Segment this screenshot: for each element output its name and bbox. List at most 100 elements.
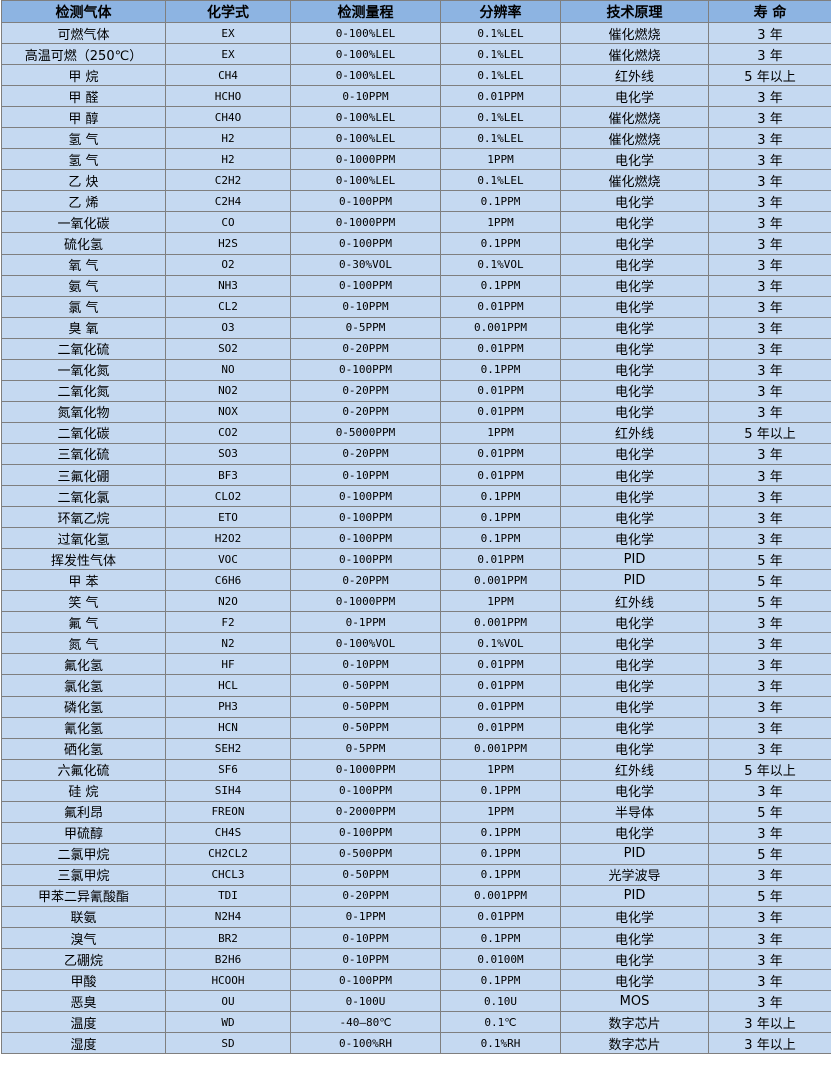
cell-range: 0-20PPM bbox=[290, 884, 441, 907]
cell-gas-name: 六氟化硫 bbox=[1, 758, 166, 781]
cell-range: 0-10PPM bbox=[290, 948, 441, 971]
cell-resolution: 0.01PPM bbox=[440, 905, 561, 929]
table-row: 甲酸 HCOOH 0-100PPM 0.1PPM 电化学 3 年 bbox=[1, 969, 831, 992]
cell-range: 0-20PPM bbox=[290, 379, 441, 402]
cell-lifespan: 3 年 bbox=[708, 400, 831, 423]
cell-lifespan: 3 年 bbox=[708, 527, 831, 550]
cell-gas-name: 乙 炔 bbox=[1, 169, 166, 192]
cell-lifespan: 3 年 bbox=[708, 863, 831, 886]
table-row: 氰化氢 HCN 0-50PPM 0.01PPM 电化学 3 年 bbox=[1, 716, 831, 739]
header-row: 检测气体 化学式 检测量程 分辨率 技术原理寿 命 bbox=[1, 0, 831, 23]
cell-principle: PID bbox=[560, 569, 709, 592]
cell-formula: FREON bbox=[165, 800, 291, 823]
cell-principle: 催化燃烧 bbox=[560, 21, 709, 45]
cell-lifespan: 3 年 bbox=[708, 169, 831, 192]
cell-formula: HCN bbox=[165, 716, 291, 739]
cell-principle: 数字芯片 bbox=[560, 1011, 709, 1034]
table-row: 三氯甲烷 CHCL3 0-50PPM 0.1PPM 光学波导 3 年 bbox=[1, 863, 831, 886]
cell-principle: 电化学 bbox=[560, 695, 709, 718]
cell-resolution: 0.01PPM bbox=[440, 716, 561, 739]
cell-principle: PID bbox=[560, 548, 709, 571]
cell-resolution: 0.1PPM bbox=[440, 969, 561, 992]
cell-formula: F2 bbox=[165, 611, 291, 634]
cell-resolution: 0.01PPM bbox=[440, 695, 561, 718]
cell-principle: 电化学 bbox=[560, 337, 709, 360]
table-row: 二氧化碳 CO2 0-5000PPM 1PPM 红外线 5 年以上 bbox=[1, 421, 831, 444]
cell-formula: N2 bbox=[165, 632, 291, 655]
cell-range: 0-100PPM bbox=[290, 190, 441, 213]
table-row: 氯 气 CL2 0-10PPM 0.01PPM 电化学 3 年 bbox=[1, 295, 831, 318]
cell-gas-name: 温度 bbox=[1, 1011, 166, 1034]
cell-formula: N2H4 bbox=[165, 905, 291, 929]
cell-range: 0-1000PPM bbox=[290, 148, 441, 171]
cell-lifespan: 5 年以上 bbox=[708, 64, 831, 87]
cell-lifespan: 3 年 bbox=[708, 358, 831, 381]
table-row: 一氧化碳 CO 0-1000PPM 1PPM 电化学 3 年 bbox=[1, 211, 831, 234]
cell-formula: BF3 bbox=[165, 463, 291, 487]
cell-resolution: 0.01PPM bbox=[440, 674, 561, 697]
cell-range: 0-100PPM bbox=[290, 527, 441, 550]
table-row: 甲 苯 C6H6 0-20PPM 0.001PPM PID 5 年 bbox=[1, 569, 831, 592]
cell-range: 0-100PPM bbox=[290, 548, 441, 571]
cell-formula: HCOOH bbox=[165, 969, 291, 992]
cell-principle: 红外线 bbox=[560, 758, 709, 781]
cell-resolution: 0.1%LEL bbox=[440, 21, 561, 45]
cell-resolution: 1PPM bbox=[440, 421, 561, 444]
cell-resolution: 0.1PPM bbox=[440, 821, 561, 844]
cell-principle: 电化学 bbox=[560, 190, 709, 213]
table-row: 氮 气 N2 0-100%VOL 0.1%VOL 电化学 3 年 bbox=[1, 632, 831, 655]
cell-gas-name: 二氯甲烷 bbox=[1, 842, 166, 865]
cell-range: 0-100%LEL bbox=[290, 64, 441, 87]
cell-principle: 数字芯片 bbox=[560, 1032, 709, 1055]
cell-principle: 电化学 bbox=[560, 632, 709, 655]
cell-principle: 电化学 bbox=[560, 821, 709, 844]
cell-principle: 电化学 bbox=[560, 611, 709, 634]
cell-principle: 电化学 bbox=[560, 927, 709, 950]
table-row: 二氧化氯 CLO2 0-100PPM 0.1PPM 电化学 3 年 bbox=[1, 485, 831, 508]
cell-gas-name: 甲 烷 bbox=[1, 64, 166, 87]
cell-formula: NH3 bbox=[165, 274, 291, 297]
cell-principle: 电化学 bbox=[560, 948, 709, 971]
cell-formula: O2 bbox=[165, 253, 291, 276]
cell-formula: BR2 bbox=[165, 927, 291, 950]
cell-resolution: 0.01PPM bbox=[440, 463, 561, 487]
table-row: 甲硫醇 CH4S 0-100PPM 0.1PPM 电化学 3 年 bbox=[1, 821, 831, 844]
cell-range: 0-1000PPM bbox=[290, 211, 441, 234]
cell-gas-name: 三氯甲烷 bbox=[1, 863, 166, 886]
cell-resolution: 0.01PPM bbox=[440, 85, 561, 108]
cell-gas-name: 湿度 bbox=[1, 1032, 166, 1055]
cell-lifespan: 3 年 bbox=[708, 737, 831, 760]
cell-gas-name: 二氧化氮 bbox=[1, 379, 166, 402]
cell-gas-name: 氨 气 bbox=[1, 274, 166, 297]
cell-lifespan: 3 年 bbox=[708, 779, 831, 802]
cell-formula: SO2 bbox=[165, 337, 291, 360]
table-row: 湿度 SD 0-100%RH 0.1%RH 数字芯片 3 年以上 bbox=[1, 1032, 831, 1055]
cell-principle: 电化学 bbox=[560, 358, 709, 381]
cell-range: 0-100PPM bbox=[290, 358, 441, 381]
cell-formula: B2H6 bbox=[165, 948, 291, 971]
cell-principle: PID bbox=[560, 884, 709, 907]
cell-range: 0-5PPM bbox=[290, 737, 441, 760]
cell-lifespan: 3 年 bbox=[708, 905, 831, 929]
cell-resolution: 0.1PPM bbox=[440, 842, 561, 865]
cell-formula: CH2CL2 bbox=[165, 842, 291, 865]
cell-lifespan: 3 年 bbox=[708, 990, 831, 1013]
cell-formula: C2H4 bbox=[165, 190, 291, 213]
cell-gas-name: 氮 气 bbox=[1, 632, 166, 655]
cell-gas-name: 高温可燃（250℃） bbox=[1, 43, 166, 66]
cell-formula: NO bbox=[165, 358, 291, 381]
cell-resolution: 0.1PPM bbox=[440, 358, 561, 381]
table-row: 硅 烷 SIH4 0-100PPM 0.1PPM 电化学 3 年 bbox=[1, 779, 831, 802]
header-resolution: 分辨率 bbox=[440, 0, 561, 23]
cell-resolution: 0.1%LEL bbox=[440, 127, 561, 150]
table-row: 乙硼烷 B2H6 0-10PPM 0.0100M 电化学 3 年 bbox=[1, 948, 831, 971]
cell-range: 0-30%VOL bbox=[290, 253, 441, 276]
cell-lifespan: 3 年 bbox=[708, 85, 831, 108]
cell-formula: CO bbox=[165, 211, 291, 234]
cell-lifespan: 5 年 bbox=[708, 569, 831, 592]
cell-principle: 电化学 bbox=[560, 674, 709, 697]
cell-range: 0-100PPM bbox=[290, 274, 441, 297]
cell-resolution: 0.0100M bbox=[440, 948, 561, 971]
cell-range: 0-10PPM bbox=[290, 927, 441, 950]
cell-gas-name: 二氧化氯 bbox=[1, 485, 166, 508]
